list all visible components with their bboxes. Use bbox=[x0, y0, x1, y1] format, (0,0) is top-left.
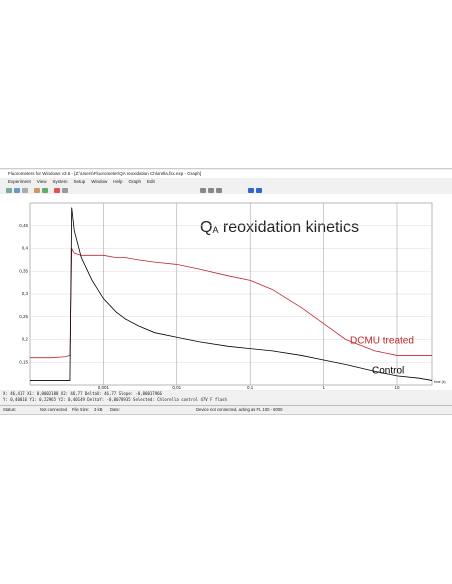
series-line bbox=[30, 246, 432, 359]
chart-background bbox=[0, 194, 452, 390]
menu-bar: Experiment View System Setup Window Help Graph… bbox=[0, 178, 452, 186]
menu-item[interactable]: Graph bbox=[128, 179, 142, 184]
series-line bbox=[30, 207, 433, 381]
size-value: 3 kB bbox=[94, 407, 103, 412]
x-axis-label: time (s) bbox=[434, 380, 446, 384]
legend-entry: DCMU treated bbox=[350, 336, 414, 347]
date-label: Date: bbox=[110, 407, 121, 412]
info-line: X: 46,417 X1: 0,0002188 X2: 46,77 DeltaX… bbox=[3, 391, 162, 396]
info-line: Y: 0,40016 Y1: 0,22965 Y2: 0,40149 Delta… bbox=[3, 397, 227, 402]
title-part: reoxidation kinetics bbox=[218, 219, 359, 236]
y-tick-label: 0,3 bbox=[22, 291, 29, 296]
x-tick-label: 10 bbox=[394, 385, 400, 390]
y-tick-label: 0,2 bbox=[22, 337, 29, 342]
status-value: Not connected bbox=[40, 407, 68, 412]
status-label: Status: bbox=[3, 407, 17, 412]
y-tick-label: 0,35 bbox=[19, 268, 28, 273]
menu-item[interactable]: System bbox=[52, 179, 68, 184]
cursor-info: X: 46,417 X1: 0,0002188 X2: 46,77 DeltaX… bbox=[0, 391, 452, 405]
menu-item[interactable]: Setup bbox=[73, 179, 86, 184]
device-status: Device not connected, acting as FL 100 -… bbox=[196, 407, 283, 412]
x-tick-label: 1 bbox=[322, 385, 325, 390]
x-tick-label: 0,01 bbox=[172, 385, 181, 390]
title-part: Q bbox=[200, 219, 212, 236]
x-tick-label: 0,1 bbox=[247, 385, 254, 390]
x-tick-label: 0,001 bbox=[98, 385, 110, 390]
y-tick-label: 0,15 bbox=[19, 359, 28, 364]
menu-item[interactable]: Window bbox=[91, 179, 108, 184]
y-tick-label: 0,4 bbox=[22, 246, 29, 251]
menu-item[interactable]: View bbox=[36, 179, 47, 184]
menu-item[interactable]: Help bbox=[113, 179, 123, 184]
menu-item[interactable]: Experiment bbox=[8, 179, 31, 184]
status-bar: Status: Not connected File Size: 3 kB Da… bbox=[0, 405, 452, 414]
y-tick-label: 0,25 bbox=[19, 314, 28, 319]
title-bar: Fluorometers for Windows v3.6 - [Z:\User… bbox=[0, 170, 452, 178]
menu-item[interactable]: Edit bbox=[147, 179, 155, 184]
chart-title: QA reoxidation kinetics bbox=[200, 219, 359, 236]
y-tick-label: 0,45 bbox=[19, 223, 28, 228]
size-label: File Size: bbox=[72, 407, 90, 412]
title-subscript: A bbox=[212, 225, 218, 235]
legend-entry: Control bbox=[372, 366, 404, 377]
chart: QA reoxidation kinetics 0,15 0,2 0,25 0,3 0,… bbox=[0, 194, 452, 390]
